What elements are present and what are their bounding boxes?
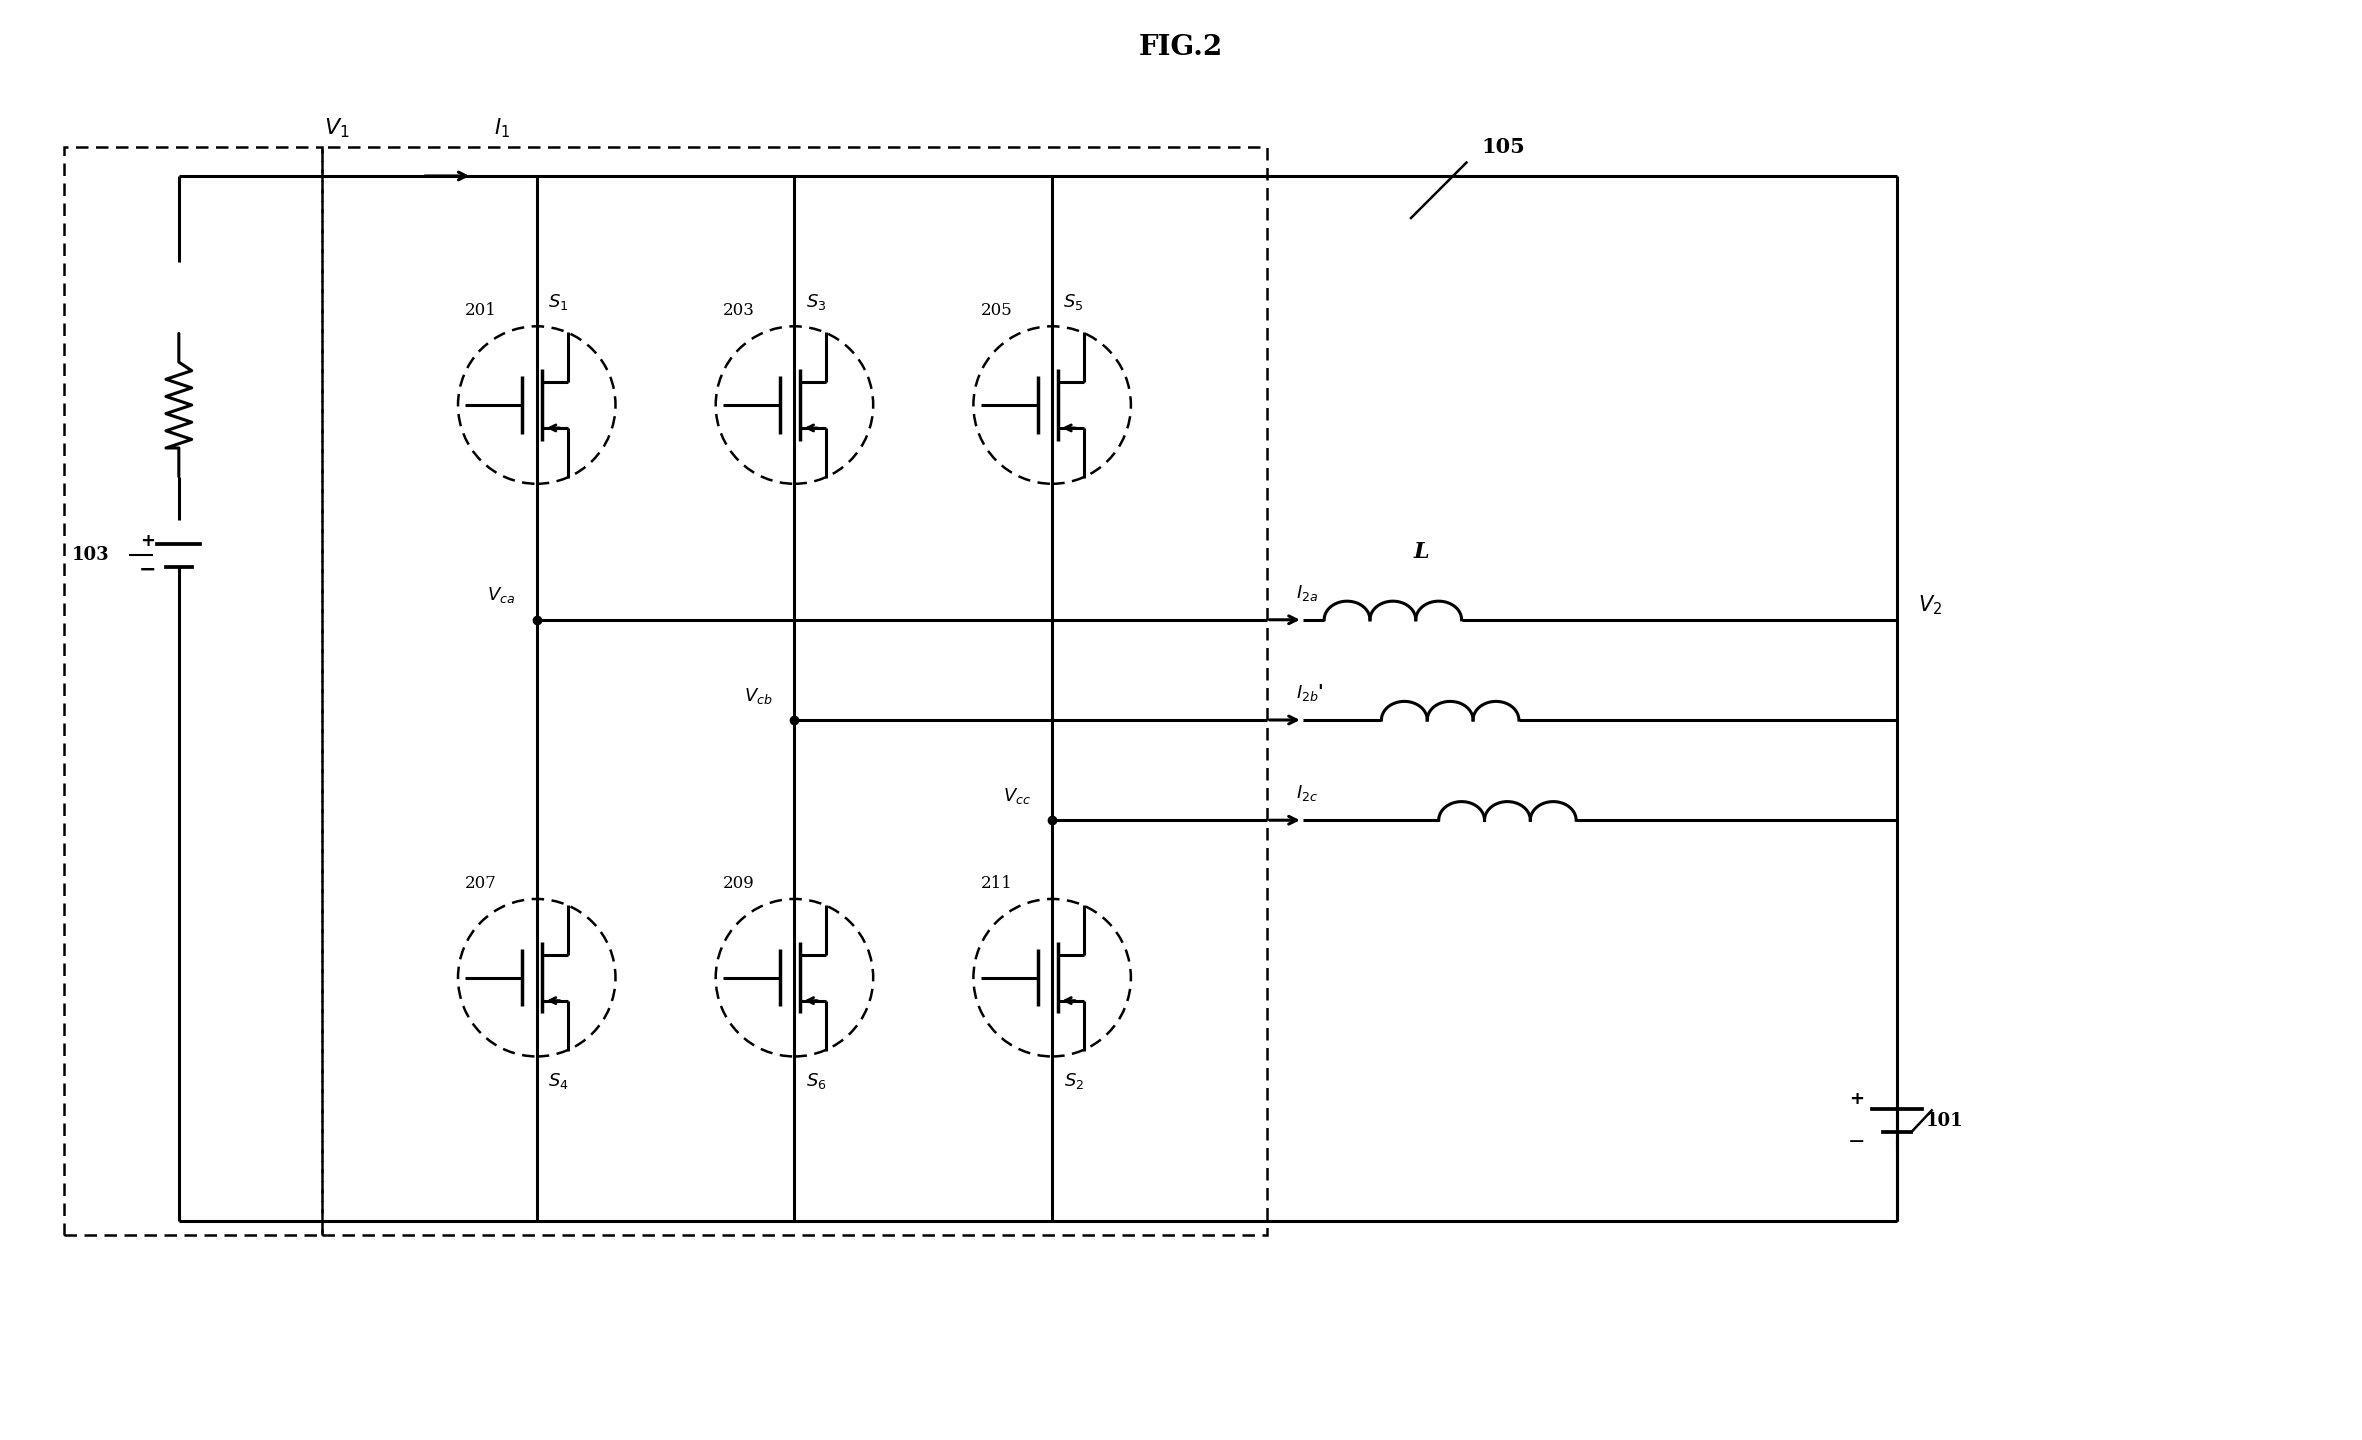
Bar bbox=[64, 147, 321, 1236]
Text: $V_{cc}$: $V_{cc}$ bbox=[1001, 786, 1030, 806]
Text: 101: 101 bbox=[1925, 1112, 1963, 1130]
Text: +: + bbox=[139, 531, 156, 550]
Text: L: L bbox=[1415, 540, 1429, 563]
Text: $S_3$: $S_3$ bbox=[805, 292, 827, 312]
Text: $S_1$: $S_1$ bbox=[548, 292, 569, 312]
Text: 209: 209 bbox=[723, 876, 753, 891]
Text: −: − bbox=[139, 560, 156, 580]
Text: $S_2$: $S_2$ bbox=[1063, 1071, 1084, 1090]
Text: 103: 103 bbox=[71, 546, 109, 564]
Text: 207: 207 bbox=[465, 876, 496, 891]
Text: $V_1$: $V_1$ bbox=[324, 117, 350, 140]
Bar bbox=[321, 147, 1266, 1236]
Text: $I_{2b}$': $I_{2b}$' bbox=[1294, 681, 1323, 703]
Text: 205: 205 bbox=[980, 302, 1013, 320]
Text: $V_2$: $V_2$ bbox=[1918, 593, 1942, 618]
Text: 105: 105 bbox=[1481, 137, 1526, 157]
Text: 203: 203 bbox=[723, 302, 756, 320]
Text: −: − bbox=[1847, 1132, 1866, 1152]
Text: $V_{cb}$: $V_{cb}$ bbox=[744, 685, 772, 706]
Text: $I_1$: $I_1$ bbox=[494, 117, 510, 140]
Text: $I_{2a}$: $I_{2a}$ bbox=[1294, 583, 1318, 602]
Text: +: + bbox=[1849, 1090, 1864, 1109]
Text: $I_{2c}$: $I_{2c}$ bbox=[1294, 783, 1318, 804]
Text: $V_{ca}$: $V_{ca}$ bbox=[487, 586, 515, 605]
Text: FIG.2: FIG.2 bbox=[1138, 33, 1224, 60]
Text: $S_5$: $S_5$ bbox=[1063, 292, 1084, 312]
Text: $S_6$: $S_6$ bbox=[805, 1071, 827, 1090]
Text: 201: 201 bbox=[465, 302, 496, 320]
Text: 211: 211 bbox=[980, 876, 1013, 891]
Text: $S_4$: $S_4$ bbox=[548, 1071, 569, 1090]
